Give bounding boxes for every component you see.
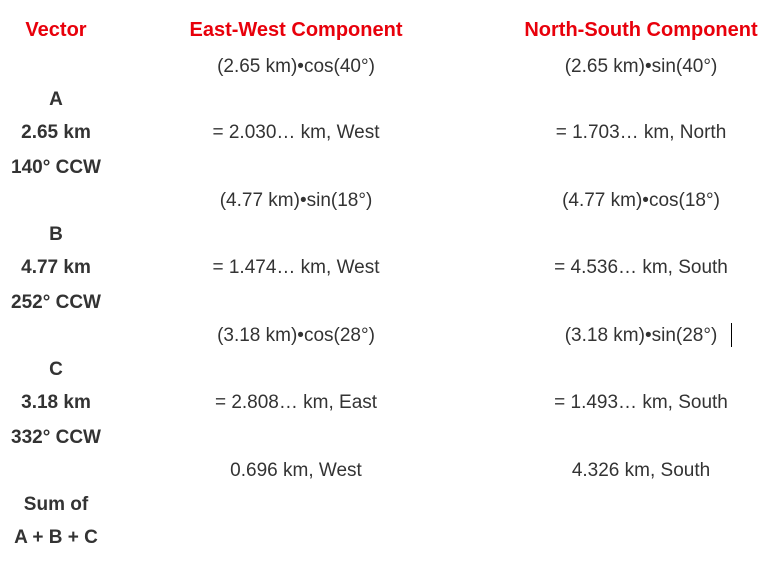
header-vector: Vector [25, 19, 87, 41]
sum-label-line1: Sum of [23, 494, 89, 515]
row-c-vector-name: C [49, 359, 63, 380]
row-b-vector-name: B [49, 224, 63, 245]
row-c-ns-expression[interactable]: (3.18 km)•sin(28°) [564, 325, 718, 346]
row-b-ew-expression: (4.77 km)•sin(18°) [219, 190, 373, 211]
row-c-vector-magnitude: 3.18 km [21, 392, 91, 413]
row-a-ew-result: = 2.030… km, West [212, 122, 380, 143]
sum-label-line2: A + B + C [14, 527, 98, 548]
header-east-west: East-West Component [189, 19, 403, 41]
row-a-vector-direction: 140° CCW [11, 157, 101, 178]
row-b-vector-magnitude: 4.77 km [21, 257, 91, 278]
row-a-ew-expression: (2.65 km)•cos(40°) [217, 56, 375, 77]
row-a-vector-magnitude: 2.65 km [21, 122, 91, 143]
header-north-south: North-South Component [524, 19, 758, 41]
row-a-ns-expression: (2.65 km)•sin(40°) [564, 56, 718, 77]
row-c-vector-direction: 332° CCW [11, 427, 101, 448]
sum-ns-value: 4.326 km, South [571, 460, 711, 481]
row-c-ew-result: = 2.808… km, East [214, 392, 378, 413]
row-b-ns-expression: (4.77 km)•cos(18°) [562, 190, 720, 211]
row-c-ew-expression: (3.18 km)•cos(28°) [217, 325, 375, 346]
row-b-ns-result: = 4.536… km, South [554, 257, 728, 278]
row-b-vector-direction: 252° CCW [11, 292, 101, 313]
row-b-ew-result: = 1.474… km, West [212, 257, 380, 278]
row-a-ns-result: = 1.703… km, North [555, 122, 727, 143]
sum-ew-value: 0.696 km, West [230, 460, 362, 481]
text-cursor [731, 323, 732, 347]
row-c-ns-result: = 1.493… km, South [554, 392, 728, 413]
row-a-vector-name: A [49, 89, 63, 110]
